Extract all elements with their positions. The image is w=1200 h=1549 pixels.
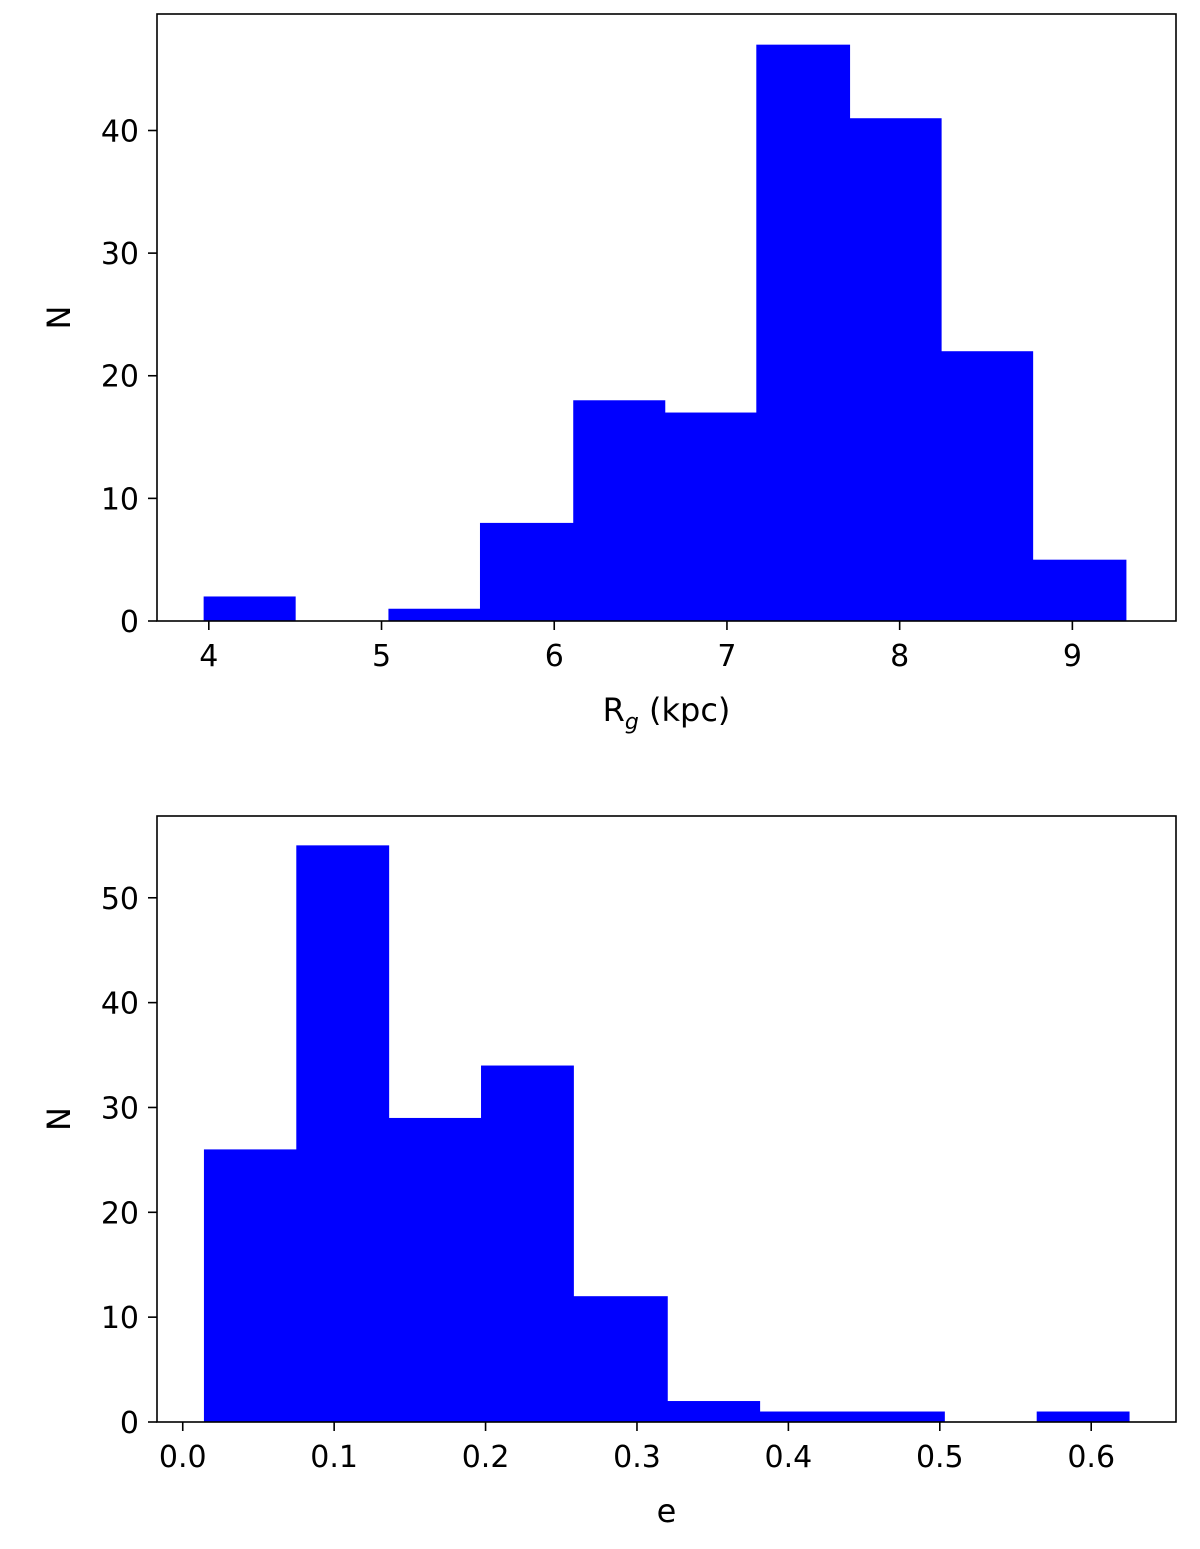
y-tick-label: 0 xyxy=(120,1406,139,1441)
y-tick-label: 20 xyxy=(101,360,139,395)
y-tick-label: 20 xyxy=(101,1196,139,1231)
x-axis-label-unit: (kpc) xyxy=(639,691,731,729)
bar xyxy=(851,1411,945,1422)
x-tick-label: 0.2 xyxy=(462,1440,510,1475)
y-tick-label: 40 xyxy=(101,987,139,1022)
x-axis-label-subscript: g xyxy=(625,710,639,735)
bars xyxy=(203,845,1130,1422)
x-tick-label: 7 xyxy=(717,639,736,674)
y-tick-label: 50 xyxy=(101,882,139,917)
y-tick-label: 0 xyxy=(120,605,139,640)
y-tick-label: 30 xyxy=(101,237,139,272)
x-tick-label: 4 xyxy=(199,639,218,674)
x-tick-label: 0.5 xyxy=(916,1440,964,1475)
x-tick-label: 0.4 xyxy=(765,1440,813,1475)
x-axis-label: e xyxy=(657,1492,677,1530)
bar xyxy=(664,412,757,621)
x-tick-label: 8 xyxy=(890,639,909,674)
bar xyxy=(941,351,1034,621)
bar xyxy=(203,596,296,621)
bars xyxy=(203,44,1127,622)
x-ticks: 0.0 0.1 0.2 0.3 0.4 0.5 0.6 xyxy=(159,1422,1115,1475)
bar xyxy=(667,1401,761,1422)
bar xyxy=(388,1117,482,1422)
y-axis-label: N xyxy=(40,1107,78,1131)
x-axis-label: Rg (kpc) xyxy=(603,691,731,735)
bar xyxy=(388,608,481,621)
x-tick-label: 0.3 xyxy=(613,1440,661,1475)
bar xyxy=(849,118,942,621)
bar xyxy=(756,44,851,622)
y-ticks: 0 10 20 30 40 50 xyxy=(101,882,157,1441)
plot-frame xyxy=(156,815,1177,1423)
bar xyxy=(1032,559,1127,621)
bar xyxy=(296,845,390,1422)
bar xyxy=(573,400,666,621)
y-tick-label: 10 xyxy=(101,482,139,517)
histogram-radius: 4 5 6 7 8 9 0 10 20 30 40 Rg (kpc) N xyxy=(40,13,1177,735)
plot-frame xyxy=(156,13,1177,622)
bar xyxy=(573,1296,668,1422)
x-tick-label: 0.0 xyxy=(159,1440,207,1475)
y-tick-label: 10 xyxy=(101,1301,139,1336)
y-ticks: 0 10 20 30 40 xyxy=(101,114,157,640)
x-tick-label: 9 xyxy=(1063,639,1082,674)
y-tick-label: 40 xyxy=(101,114,139,149)
x-tick-label: 6 xyxy=(545,639,564,674)
bar xyxy=(1036,1411,1130,1422)
x-ticks: 4 5 6 7 8 9 xyxy=(199,621,1082,674)
bar xyxy=(759,1411,853,1422)
x-axis-label-main: R xyxy=(603,691,625,729)
bar xyxy=(203,1149,297,1422)
y-tick-label: 30 xyxy=(101,1091,139,1126)
y-axis-label: N xyxy=(40,306,78,330)
bar xyxy=(481,1065,574,1422)
bar xyxy=(479,522,574,621)
x-tick-label: 0.1 xyxy=(310,1440,358,1475)
x-tick-label: 0.6 xyxy=(1067,1440,1115,1475)
x-tick-label: 5 xyxy=(372,639,391,674)
histogram-eccentricity: 0.0 0.1 0.2 0.3 0.4 0.5 0.6 0 10 20 30 40 50 e N xyxy=(40,815,1177,1530)
